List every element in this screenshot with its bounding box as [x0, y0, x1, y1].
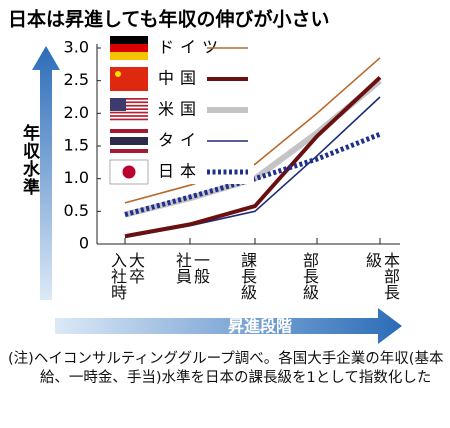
legend-flag — [109, 159, 149, 185]
flag — [110, 149, 148, 153]
x-axis-label: 昇進段階 — [228, 317, 292, 336]
legend-label: ドイツ — [158, 38, 224, 57]
y-tick-label: 2.0 — [64, 103, 89, 122]
legend-label: タイ — [158, 131, 202, 150]
legend-flag — [110, 36, 148, 60]
legend-label: 米国 — [158, 100, 202, 119]
x-arrow — [55, 308, 402, 344]
x-tick-label: 部長級 — [300, 252, 319, 300]
chart-title: 日本は昇進しても年収の伸びが小さい — [8, 8, 329, 31]
flag — [110, 44, 148, 52]
flag — [110, 133, 148, 137]
flag — [110, 98, 148, 100]
flag — [110, 67, 148, 91]
y-tick-label: 2.5 — [64, 70, 89, 89]
x-tick-label: 一般 社員 — [173, 252, 210, 284]
flag — [110, 137, 148, 145]
x-tick-label: 本部長 級 — [363, 252, 400, 300]
flag — [110, 98, 126, 111]
y-tick-label: 0 — [79, 234, 89, 253]
y-tick-label: 1.0 — [64, 168, 89, 187]
legend-flag — [110, 98, 148, 121]
series-line — [124, 75, 382, 239]
x-tick-label: 課長級 — [238, 252, 257, 300]
note: (注)ヘイコンサルティンググループ調べ。各国大手企業の年収(基本給、一時金、手当… — [8, 351, 444, 386]
y-tick-label: 0.5 — [64, 201, 89, 220]
flag — [122, 165, 136, 179]
y-label-bg — [18, 116, 40, 202]
legend-flag — [110, 67, 148, 91]
y-axis-label: 年収水準 — [19, 123, 40, 196]
flag — [110, 104, 148, 107]
legend-label: 日本 — [158, 162, 202, 181]
series-line — [124, 131, 381, 218]
legend-flag — [110, 129, 148, 153]
y-arrow — [32, 46, 60, 300]
flag — [110, 129, 148, 133]
flag — [110, 145, 148, 149]
y-tick-label: 3.0 — [64, 38, 89, 57]
x-tick-label: 大卒 入社時 — [108, 252, 145, 300]
flag — [110, 52, 148, 60]
flag — [110, 108, 148, 110]
flag — [115, 71, 121, 77]
flag — [110, 118, 148, 121]
y-tick-label: 1.5 — [64, 136, 89, 155]
series-line — [124, 57, 381, 204]
legend-label: 中国 — [158, 69, 202, 88]
flag — [110, 111, 148, 114]
flag — [110, 36, 148, 44]
flag — [110, 101, 148, 104]
flag — [110, 115, 148, 117]
